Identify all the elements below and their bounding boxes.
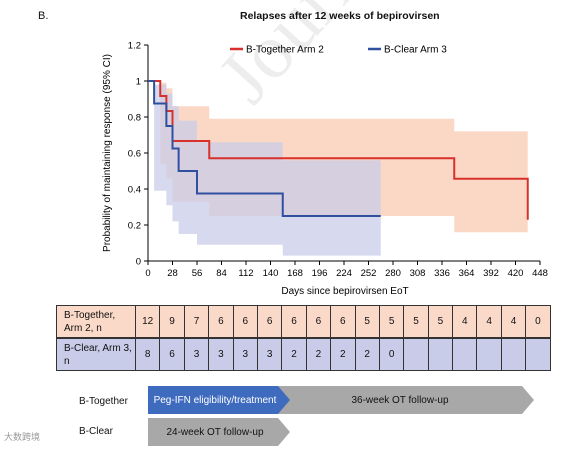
peg-ifn-arrow: [148, 386, 290, 414]
risk-row-together: B-Together, Arm 2, n 12 9 7 6 6 6 6 6 6 5 5 5 5 4 4 4 0: [56, 305, 551, 338]
risk-cell: 6: [209, 305, 234, 338]
risk-cell: 9: [160, 305, 185, 338]
followup-24-arrow: [148, 418, 290, 446]
x-tick-label: 140: [263, 268, 279, 279]
risk-cell: 4: [453, 305, 478, 338]
x-tick-label: 280: [385, 268, 401, 279]
risk-cell: 3: [233, 338, 258, 371]
y-tick-label: 0.8: [128, 113, 141, 124]
risk-cell: 3: [209, 338, 234, 371]
risk-cell: 6: [233, 305, 258, 338]
y-tick-label: 1: [136, 77, 141, 88]
risk-cell: 2: [355, 338, 380, 371]
risk-cell: 3: [257, 338, 283, 371]
x-tick-label: 112: [238, 268, 253, 279]
risk-cell: 12: [136, 305, 161, 338]
risk-cell: [428, 338, 454, 371]
risk-cell: 6: [282, 305, 307, 338]
x-tick-label: 168: [287, 268, 303, 279]
x-tick-label: 336: [434, 268, 450, 279]
risk-cell: 2: [306, 338, 332, 371]
chart-title: Relapses after 12 weeks of bepirovirsen: [240, 10, 440, 22]
x-tick-label: 224: [336, 268, 352, 279]
x-tick-label: 392: [483, 268, 499, 279]
risk-cell: 4: [477, 305, 502, 338]
km-chart: 0 0.2 0.4 0.6 0.8 1 1.2 0 28 56 84 112 140 168 196 224 2…: [102, 41, 548, 298]
x-tick-label: 252: [361, 268, 377, 279]
followup-24-text: 24-week OT follow-up: [166, 426, 264, 438]
x-tick-label: 196: [312, 268, 328, 279]
km-line-clear: [148, 80, 381, 217]
risk-cell: 6: [160, 338, 185, 371]
y-tick-label: 0.2: [128, 221, 141, 232]
ci-band-clear: [148, 81, 381, 256]
panel-label: B.: [38, 10, 49, 22]
risk-row-label: B-Together, Arm 2, n: [56, 305, 136, 338]
risk-cell: 7: [184, 305, 210, 338]
risk-row-label: B-Clear, Arm 3, n: [56, 338, 136, 371]
x-axis-label: Days since bepirovirsen EoT: [281, 286, 408, 297]
x-tick-label: 0: [145, 268, 150, 279]
risk-cell: 0: [379, 338, 405, 371]
risk-cell: 5: [379, 305, 405, 338]
x-tick-label: 308: [410, 268, 426, 279]
legend-label: B-Together Arm 2: [246, 45, 324, 56]
risk-cell: 2: [331, 338, 356, 371]
legend-label: B-Clear Arm 3: [384, 45, 447, 56]
risk-cell: [404, 338, 429, 371]
y-axis-label: Probability of maintaining response (95%…: [102, 54, 113, 252]
x-tick-label: 420: [508, 268, 524, 279]
followup-36-arrow: [270, 386, 534, 414]
risk-cell: 6: [257, 305, 283, 338]
y-tick-label: 0.4: [128, 185, 141, 196]
km-line-together: [148, 80, 529, 220]
risk-cell: 4: [501, 305, 527, 338]
y-tick-label: 1.2: [128, 41, 141, 52]
risk-cell: 3: [184, 338, 210, 371]
tick-labels: 0 0.2 0.4 0.6 0.8 1 1.2 0 28 56 84 112 140 168 196 224 2…: [128, 41, 548, 280]
risk-cell: 2: [282, 338, 307, 371]
series-lines: [148, 80, 529, 220]
followup-36-text: 36-week OT follow-up: [351, 394, 449, 406]
risk-cell: 5: [404, 305, 429, 338]
risk-cell: 0: [526, 305, 551, 338]
axes: [144, 44, 541, 265]
risk-cell: 6: [331, 305, 356, 338]
risk-cell: [453, 338, 478, 371]
risk-cell: 5: [428, 305, 454, 338]
y-tick-label: 0: [136, 257, 141, 268]
risk-cell: 5: [355, 305, 380, 338]
risk-cell: 8: [136, 338, 161, 371]
brand-watermark: 大数跨境: [4, 432, 41, 442]
legend: B-Together Arm 2 B-Clear Arm 3: [230, 45, 447, 56]
timeline-label-together: B-Together: [79, 396, 128, 407]
x-tick-label: 56: [192, 268, 203, 279]
x-tick-label: 28: [167, 268, 178, 279]
timeline-label-clear: B-Clear: [79, 426, 113, 437]
risk-cell: 6: [306, 305, 332, 338]
x-tick-label: 364: [459, 268, 475, 279]
risk-cell: [526, 338, 551, 371]
risk-cell: [477, 338, 502, 371]
y-tick-label: 0.6: [128, 149, 141, 160]
x-tick-label: 448: [532, 268, 548, 279]
peg-ifn-text: Peg-IFN eligibility/treatment: [153, 394, 277, 406]
risk-cell: [501, 338, 527, 371]
x-tick-label: 84: [216, 268, 227, 279]
